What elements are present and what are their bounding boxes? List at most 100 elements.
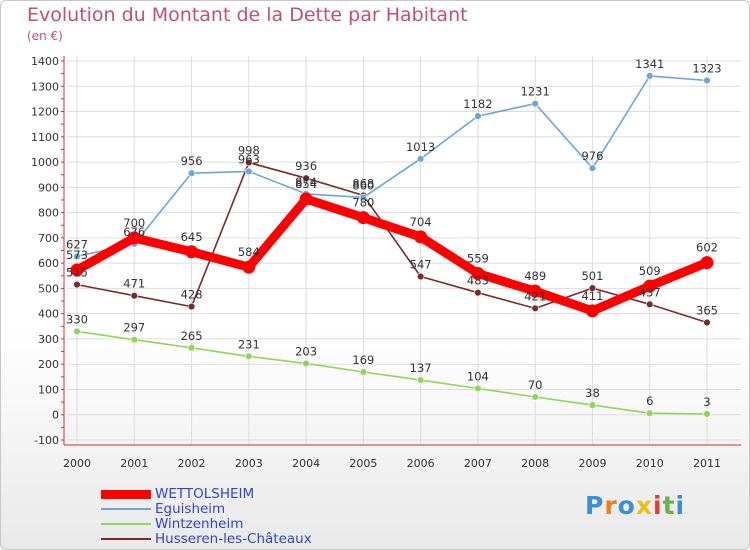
data-point [646, 409, 654, 417]
data-point [242, 260, 256, 274]
legend-label: Eguisheim [155, 501, 226, 517]
axis: 1400130012001100100090080070060050040030… [31, 55, 741, 470]
series-group [70, 72, 714, 418]
series-line-wintzenheim [76, 330, 708, 415]
x-tick-label: 2003 [235, 457, 263, 470]
data-label: 509 [639, 264, 661, 278]
data-label: 1323 [692, 61, 721, 75]
y-tick-label: 1300 [31, 80, 59, 93]
data-point [73, 280, 81, 289]
y-tick-label: 300 [38, 333, 59, 346]
y-tick-label: 1400 [31, 55, 59, 68]
y-tick-label: 400 [38, 308, 59, 321]
x-tick-label: 2007 [464, 457, 492, 470]
data-label: 602 [696, 241, 718, 255]
legend-swatch [101, 508, 151, 510]
data-label: 700 [123, 216, 145, 230]
data-point [531, 393, 539, 401]
x-tick-label: 2004 [292, 457, 320, 470]
legend-swatch [101, 490, 151, 499]
data-label: 169 [352, 353, 374, 367]
data-label: 411 [581, 289, 603, 303]
data-labels: 515 471 428 998 936 868 547 483 421 501 437 365 330 2… [66, 57, 722, 409]
y-tick-label: 500 [38, 282, 59, 295]
x-tick-label: 2010 [636, 457, 664, 470]
data-point [73, 252, 81, 261]
x-tick-label: 2011 [693, 457, 721, 470]
data-point [356, 211, 370, 225]
data-point [646, 72, 654, 80]
legend-label: WETTOLSHEIM [155, 486, 255, 502]
x-tick-label: 2009 [578, 457, 606, 470]
logo-letter: P [585, 491, 605, 520]
data-point [245, 158, 253, 167]
y-tick-label: 1200 [31, 106, 59, 119]
data-label: 998 [238, 144, 260, 158]
data-point [474, 112, 482, 120]
data-label: 584 [238, 245, 260, 259]
logo-letter: i [653, 491, 663, 520]
y-tick-label: 700 [38, 232, 59, 245]
legend-swatch [101, 538, 151, 540]
data-label: 515 [66, 266, 88, 280]
data-label: 868 [352, 176, 374, 190]
data-point [531, 304, 539, 313]
data-point [127, 231, 141, 245]
data-label: 780 [352, 196, 374, 210]
data-label: 483 [467, 274, 489, 288]
data-point [245, 352, 253, 361]
data-point [703, 410, 711, 418]
data-point [302, 359, 310, 368]
data-label: 330 [66, 312, 88, 326]
data-label: 645 [181, 230, 203, 244]
data-point [187, 344, 196, 352]
data-point [302, 174, 310, 182]
legend-label: Husseren-les-Châteaux [155, 531, 312, 547]
data-point [585, 304, 599, 318]
data-label: 874 [295, 175, 317, 189]
data-point [588, 164, 597, 172]
x-tick-label: 2008 [521, 457, 549, 470]
data-label: 471 [123, 277, 145, 291]
x-tick-label: 2000 [63, 457, 91, 470]
data-label: 573 [66, 248, 88, 262]
data-point [643, 279, 657, 293]
x-tick-label: 2002 [178, 457, 206, 470]
y-tick-label: 800 [38, 207, 59, 220]
data-point [359, 193, 368, 202]
data-point [130, 335, 138, 344]
data-label: 6 [646, 394, 653, 408]
logo-letter: o [617, 491, 636, 520]
chart-unit: (en €) [27, 29, 63, 43]
data-point [299, 192, 313, 206]
data-label: 428 [181, 288, 203, 302]
data-point [416, 272, 425, 281]
data-point [474, 288, 482, 297]
data-point [703, 318, 711, 327]
chart-title: Evolution du Montant de la Dette par Hab… [27, 4, 468, 26]
legend-label: Wintzenheim [155, 516, 244, 532]
data-label: 1013 [406, 140, 435, 154]
data-label: 559 [467, 251, 489, 265]
x-tick-label: 2005 [349, 457, 377, 470]
data-label: 437 [639, 285, 661, 299]
data-point [700, 256, 714, 270]
data-label: 676 [123, 225, 145, 239]
data-label: 297 [123, 321, 145, 335]
data-label: 104 [467, 369, 489, 383]
data-label: 137 [410, 361, 432, 375]
data-point [130, 292, 138, 300]
data-label: 501 [581, 269, 603, 283]
data-label: 704 [410, 215, 432, 229]
data-point [646, 300, 654, 309]
data-label: 956 [181, 154, 203, 168]
data-point [187, 302, 196, 311]
y-tick-label: -100 [34, 434, 59, 447]
data-point [703, 76, 711, 85]
data-label: 1231 [521, 85, 550, 99]
data-point [70, 263, 84, 277]
data-point [588, 401, 597, 409]
legend-swatch [101, 523, 151, 525]
